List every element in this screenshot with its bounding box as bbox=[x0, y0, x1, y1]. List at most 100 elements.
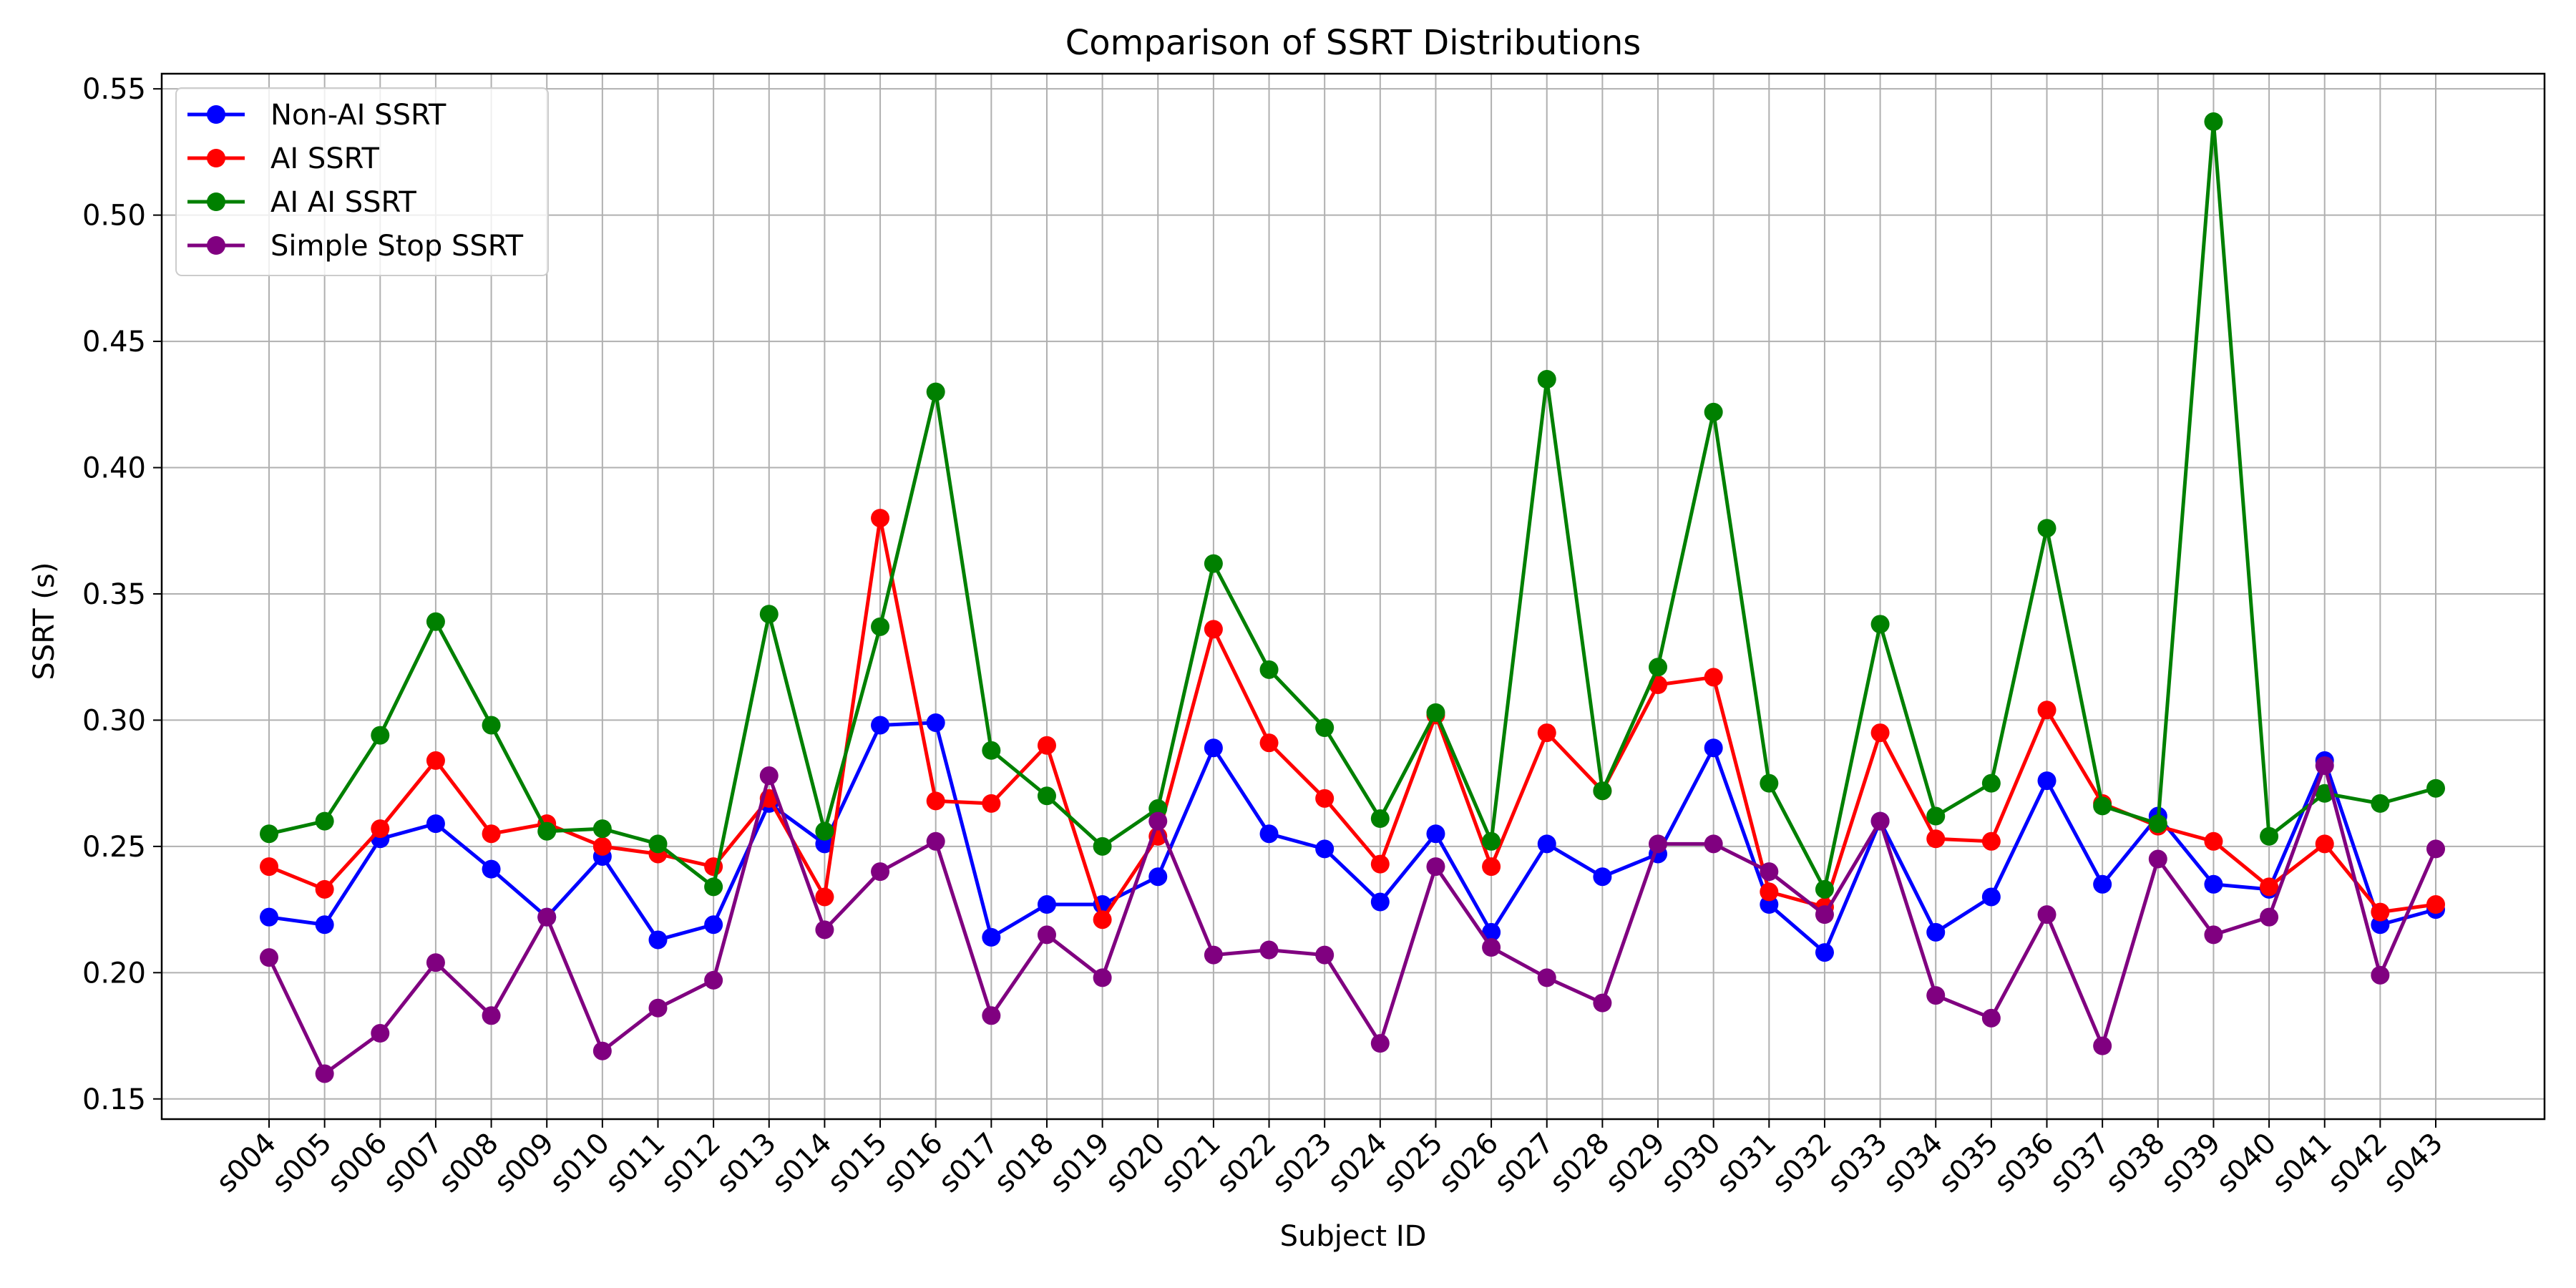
data-point-ai-ai-ssrt bbox=[2093, 796, 2112, 816]
data-point-simple-stop-ssrt bbox=[2093, 1036, 2112, 1055]
data-point-simple-stop-ssrt bbox=[1760, 862, 1779, 882]
data-point-ai-ssrt bbox=[1370, 854, 1390, 874]
data-point-ai-ai-ssrt bbox=[2037, 519, 2057, 538]
data-point-ai-ssrt bbox=[1315, 789, 1335, 808]
data-point-simple-stop-ssrt bbox=[871, 862, 890, 882]
data-point-non-ai-ssrt bbox=[1593, 867, 1612, 887]
data-point-non-ai-ssrt bbox=[982, 927, 1001, 947]
data-point-ai-ssrt bbox=[482, 824, 501, 844]
legend-label-ai-ai-ssrt: AI AI SSRT bbox=[270, 186, 416, 219]
data-point-simple-stop-ssrt bbox=[2148, 849, 2167, 869]
data-point-non-ai-ssrt bbox=[1204, 738, 1223, 758]
legend-marker-non-ai-ssrt bbox=[207, 105, 225, 124]
data-point-non-ai-ssrt bbox=[1482, 922, 1501, 942]
data-point-non-ai-ssrt bbox=[871, 716, 890, 735]
data-point-ai-ai-ssrt bbox=[1093, 836, 1112, 856]
data-point-simple-stop-ssrt bbox=[1093, 968, 1112, 987]
data-point-non-ai-ssrt bbox=[482, 859, 501, 879]
data-point-non-ai-ssrt bbox=[1815, 943, 1834, 962]
data-point-ai-ai-ssrt bbox=[2148, 814, 2167, 834]
chart-title: Comparison of SSRT Distributions bbox=[1065, 23, 1641, 63]
x-axis-label: Subject ID bbox=[1280, 1220, 1427, 1253]
data-point-simple-stop-ssrt bbox=[1537, 968, 1556, 987]
data-point-simple-stop-ssrt bbox=[537, 907, 557, 927]
data-point-non-ai-ssrt bbox=[648, 930, 668, 950]
data-point-ai-ssrt bbox=[2371, 902, 2390, 922]
data-point-simple-stop-ssrt bbox=[1370, 1034, 1390, 1053]
data-point-ai-ai-ssrt bbox=[759, 605, 779, 624]
data-point-ai-ssrt bbox=[426, 751, 445, 770]
data-point-ai-ai-ssrt bbox=[871, 617, 890, 636]
data-point-ai-ai-ssrt bbox=[1704, 402, 1723, 421]
data-point-ai-ssrt bbox=[1760, 882, 1779, 902]
data-point-non-ai-ssrt bbox=[1037, 895, 1056, 914]
data-point-ai-ai-ssrt bbox=[1037, 786, 1056, 806]
data-point-non-ai-ssrt bbox=[926, 713, 945, 732]
data-point-ai-ai-ssrt bbox=[1593, 781, 1612, 801]
y-tick-label: 0.30 bbox=[82, 704, 146, 737]
data-point-ai-ssrt bbox=[2315, 834, 2334, 854]
data-point-ai-ai-ssrt bbox=[1870, 615, 1890, 634]
data-point-ai-ssrt bbox=[2037, 701, 2057, 720]
data-point-simple-stop-ssrt bbox=[1981, 1008, 2001, 1028]
data-point-ai-ai-ssrt bbox=[1204, 554, 1223, 573]
data-point-simple-stop-ssrt bbox=[1926, 986, 1946, 1005]
y-tick-label: 0.50 bbox=[82, 200, 146, 233]
y-tick-label: 0.45 bbox=[82, 326, 146, 358]
data-point-simple-stop-ssrt bbox=[1815, 905, 1834, 924]
data-point-ai-ssrt bbox=[1704, 668, 1723, 687]
data-point-simple-stop-ssrt bbox=[371, 1024, 390, 1043]
y-tick-label: 0.40 bbox=[82, 452, 146, 485]
legend-label-non-ai-ssrt: Non-AI SSRT bbox=[270, 99, 447, 132]
data-point-non-ai-ssrt bbox=[2037, 771, 2057, 791]
data-point-non-ai-ssrt bbox=[1315, 839, 1335, 859]
data-point-simple-stop-ssrt bbox=[482, 1006, 501, 1025]
data-point-ai-ai-ssrt bbox=[982, 741, 1001, 760]
data-point-ai-ai-ssrt bbox=[1315, 718, 1335, 738]
data-point-ai-ssrt bbox=[1537, 723, 1556, 743]
data-point-simple-stop-ssrt bbox=[1148, 811, 1168, 831]
data-point-simple-stop-ssrt bbox=[2426, 839, 2445, 859]
data-point-ai-ssrt bbox=[1482, 857, 1501, 877]
data-point-non-ai-ssrt bbox=[2093, 874, 2112, 894]
data-point-ai-ssrt bbox=[592, 836, 612, 856]
legend-marker-ai-ssrt bbox=[207, 149, 225, 167]
data-point-simple-stop-ssrt bbox=[1870, 811, 1890, 831]
y-tick-label: 0.20 bbox=[82, 957, 146, 990]
legend: Non-AI SSRT AI SSRT AI AI SSRT Simple Stop … bbox=[175, 87, 549, 276]
data-point-simple-stop-ssrt bbox=[815, 920, 834, 940]
data-point-simple-stop-ssrt bbox=[648, 998, 668, 1018]
data-point-simple-stop-ssrt bbox=[2371, 965, 2390, 985]
series-line-ai-ai-ssrt bbox=[268, 119, 2436, 892]
y-tick-label: 0.35 bbox=[82, 578, 146, 611]
data-point-simple-stop-ssrt bbox=[1204, 945, 1223, 965]
data-point-ai-ssrt bbox=[982, 794, 1001, 813]
data-point-ai-ssrt bbox=[315, 879, 334, 899]
y-tick-label: 0.15 bbox=[82, 1083, 146, 1116]
data-point-ai-ai-ssrt bbox=[426, 612, 445, 631]
data-point-ai-ssrt bbox=[260, 857, 278, 877]
data-point-ai-ssrt bbox=[1204, 620, 1223, 639]
legend-box bbox=[175, 87, 549, 276]
data-point-simple-stop-ssrt bbox=[1482, 938, 1501, 957]
data-point-simple-stop-ssrt bbox=[1593, 993, 1612, 1013]
data-point-non-ai-ssrt bbox=[315, 915, 334, 935]
data-point-non-ai-ssrt bbox=[1259, 824, 1279, 844]
data-point-non-ai-ssrt bbox=[426, 814, 445, 834]
data-point-ai-ai-ssrt bbox=[371, 726, 390, 745]
data-point-simple-stop-ssrt bbox=[592, 1041, 612, 1060]
data-point-non-ai-ssrt bbox=[1148, 867, 1168, 887]
data-point-simple-stop-ssrt bbox=[1426, 857, 1445, 877]
data-point-ai-ai-ssrt bbox=[1426, 703, 1445, 722]
data-point-simple-stop-ssrt bbox=[982, 1006, 1001, 1025]
data-point-ai-ssrt bbox=[1093, 910, 1112, 930]
data-point-ai-ai-ssrt bbox=[1760, 774, 1779, 793]
data-point-simple-stop-ssrt bbox=[2204, 925, 2223, 945]
legend-label-simple-stop-ssrt: Simple Stop SSRT bbox=[270, 230, 524, 263]
data-point-ai-ai-ssrt bbox=[704, 877, 723, 897]
y-axis-label: SSRT (s) bbox=[28, 562, 61, 680]
legend-marker-simple-stop-ssrt bbox=[207, 236, 225, 255]
data-point-ai-ssrt bbox=[1926, 829, 1946, 849]
data-point-ai-ai-ssrt bbox=[1482, 831, 1501, 851]
data-point-ai-ai-ssrt bbox=[482, 716, 501, 735]
